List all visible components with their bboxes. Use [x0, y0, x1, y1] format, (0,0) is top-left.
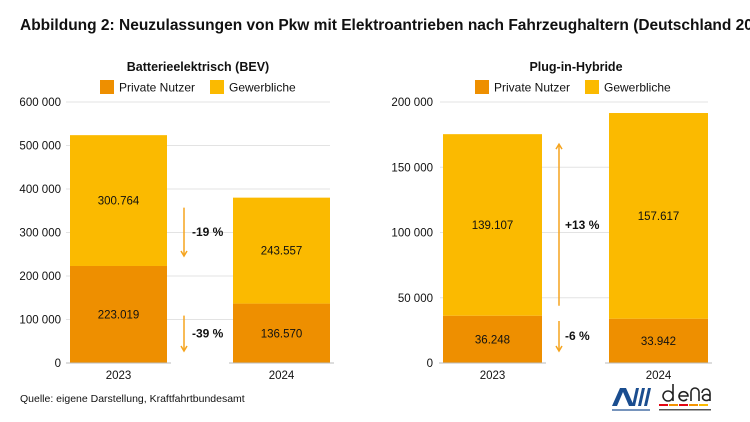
data-label: 36.248: [475, 334, 510, 346]
y-tick-label: 500 000: [19, 141, 61, 153]
bar-segment: [443, 134, 542, 316]
data-label: 157.617: [638, 211, 680, 223]
y-tick-label: 600 000: [19, 97, 61, 109]
chart-bev: Batterieelektrisch (BEV) Private Nutzer Ge…: [19, 60, 334, 382]
y-tick-label: 0: [55, 358, 61, 370]
source-note: Quelle: eigene Darstellung, Kraftfahrtbu…: [20, 393, 245, 405]
change-label: -6 %: [565, 329, 590, 343]
logo-dena: [659, 384, 711, 411]
legend-label: Private Nutzer: [494, 81, 570, 95]
legend-swatch: [585, 80, 599, 94]
arrow-head: [555, 142, 563, 150]
y-tick-label: 300 000: [19, 228, 61, 240]
arrow-down-icon: [180, 315, 188, 353]
data-label: 139.107: [472, 220, 514, 232]
change-label: -19 %: [192, 225, 224, 239]
arrow-head: [180, 345, 188, 353]
change-label: +13 %: [565, 218, 600, 232]
x-tick-label: 2024: [269, 370, 295, 382]
chart-title: Plug-in-Hybride: [529, 60, 622, 74]
bar-segment: [70, 265, 167, 363]
data-label: 223.019: [98, 309, 140, 321]
y-tick-label: 50 000: [398, 293, 433, 305]
figure-title: Abbildung 2: Neuzulassungen von Pkw mit …: [20, 17, 750, 34]
arrow-head: [180, 250, 188, 258]
y-tick-label: 100 000: [19, 315, 61, 327]
data-label: 300.764: [98, 196, 140, 208]
y-tick-label: 400 000: [19, 184, 61, 196]
y-tick-label: 100 000: [391, 228, 433, 240]
chart-phev: Plug-in-Hybride Private Nutzer Gewerbliche…: [391, 60, 712, 382]
legend-swatch: [475, 80, 489, 94]
bar-segment: [233, 303, 330, 363]
logo-alternativ-mobil: [612, 388, 651, 411]
data-label: 136.570: [261, 328, 303, 340]
y-tick-label: 200 000: [19, 271, 61, 283]
data-label: 243.557: [261, 246, 303, 258]
legend-label: Gewerbliche: [604, 81, 671, 95]
change-label: -39 %: [192, 326, 224, 340]
y-tick-label: 150 000: [391, 162, 433, 174]
bar-segment: [70, 135, 167, 266]
arrow-down-icon: [180, 207, 188, 258]
x-tick-label: 2023: [480, 370, 506, 382]
y-tick-label: 200 000: [391, 97, 433, 109]
legend-label: Gewerbliche: [229, 81, 296, 95]
bar-segment: [443, 315, 542, 363]
arrow-down-icon: [555, 321, 563, 353]
bar-segment: [609, 113, 708, 319]
data-label: 33.942: [641, 336, 676, 348]
arrow-head: [555, 345, 563, 353]
x-tick-label: 2024: [646, 370, 672, 382]
bar-segment: [233, 197, 330, 304]
x-tick-label: 2023: [106, 370, 132, 382]
legend-label: Private Nutzer: [119, 81, 195, 95]
y-tick-label: 0: [427, 358, 433, 370]
chart-title: Batterieelektrisch (BEV): [127, 60, 269, 74]
bar-segment: [609, 318, 708, 363]
legend-swatch: [100, 80, 114, 94]
legend-swatch: [210, 80, 224, 94]
arrow-up-icon: [555, 142, 563, 306]
